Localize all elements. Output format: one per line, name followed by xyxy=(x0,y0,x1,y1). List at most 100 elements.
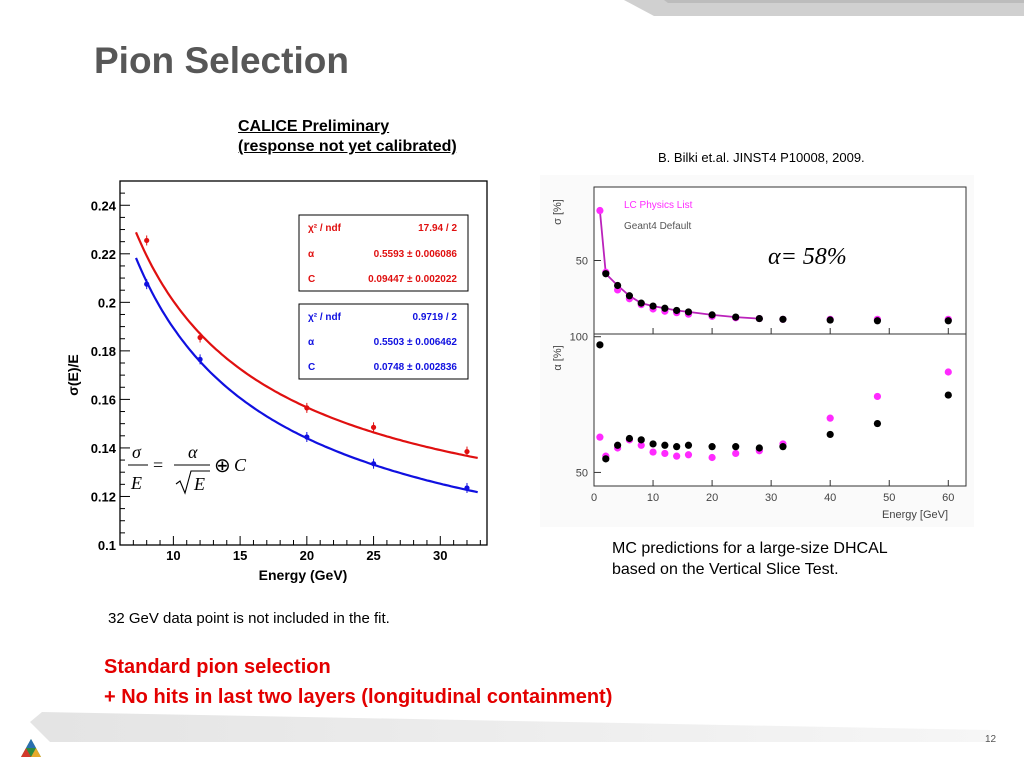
logo-icon xyxy=(21,739,41,757)
stats-red-row3-value: 0.09447 ± 0.002022 xyxy=(368,274,457,285)
sigma-point-geant4-default xyxy=(708,311,716,319)
data-point-blue xyxy=(370,461,377,467)
formula-oplus: ⊕ xyxy=(214,455,231,477)
sigma-point-geant4-default xyxy=(661,304,669,312)
y-tick-label: 0.22 xyxy=(91,247,116,262)
y-axis-label: σ(E)/E xyxy=(65,354,81,395)
calice-label: CALICE Preliminary (response not yet cal… xyxy=(238,117,457,157)
stats-red-row2-value: 0.5593 ± 0.006086 xyxy=(374,249,458,260)
sigma-point-geant4-default xyxy=(637,299,645,307)
alpha-point-lc-physics-list xyxy=(708,453,716,462)
footer-decoration xyxy=(30,712,990,742)
alpha-point-geant4-default xyxy=(684,441,693,449)
formula-c: C xyxy=(234,455,247,475)
data-points xyxy=(144,235,470,493)
calice-line-1: CALICE Preliminary xyxy=(238,118,390,135)
data-point-red xyxy=(304,405,310,411)
formula-e-denominator: E xyxy=(130,473,142,493)
mc-data-points xyxy=(596,206,952,463)
alpha-point-geant4-default xyxy=(779,443,787,451)
alpha-point-geant4-default xyxy=(732,443,740,451)
stats-box-red: χ² / ndf 17.94 / 2 α 0.5593 ± 0.006086 C… xyxy=(298,214,469,292)
y-tick-label: 0.2 xyxy=(98,295,116,310)
formula-alpha: α xyxy=(188,442,198,462)
x-tick-label: 30 xyxy=(433,548,447,563)
fit-note: 32 GeV data point is not included in the… xyxy=(108,610,390,627)
sigma-point-geant4-default xyxy=(732,313,740,321)
stats-blue-row1-label: χ² / ndf xyxy=(308,312,342,323)
formula-equals: = xyxy=(153,455,163,475)
axis-ticks: 10 15 20 25 30 0.1 0.12 0.14 0.16 0.18 0.2 0.22 0.24 xyxy=(91,180,481,563)
alpha-point-lc-physics-list xyxy=(684,451,693,459)
mc-x-tick-label: 20 xyxy=(706,492,718,504)
stats-box-blue: χ² / ndf 0.9719 / 2 α 0.5503 ± 0.006462 … xyxy=(298,303,469,380)
data-point-blue xyxy=(304,434,310,440)
sigma-point-geant4-default xyxy=(755,314,763,323)
page-number: 12 xyxy=(985,734,997,745)
data-point-blue xyxy=(197,356,203,362)
alpha-point-geant4-default xyxy=(944,391,952,399)
resolution-formula: σ E = α E ⊕ C xyxy=(128,442,247,495)
mc-x-tick-label: 30 xyxy=(765,492,777,504)
legend-geant4: Geant4 Default xyxy=(624,221,691,232)
mc-x-tick-label: 60 xyxy=(942,492,954,504)
legend-lc-physics: LC Physics List xyxy=(624,200,693,211)
selection-line-2: + No hits in last two layers (longitudin… xyxy=(104,686,613,708)
alpha-point-lc-physics-list xyxy=(732,449,740,458)
y-tick-label: 0.1 xyxy=(98,538,116,553)
reference-citation: B. Bilki et.al. JINST4 P10008, 2009. xyxy=(658,150,865,165)
y-tick-label: 0.18 xyxy=(91,344,116,359)
mc-x-tick-label: 0 xyxy=(591,492,597,504)
alpha-point-geant4-default xyxy=(826,430,834,439)
stats-red-row1-value: 17.94 / 2 xyxy=(418,223,457,234)
alpha-point-lc-physics-list xyxy=(826,414,834,422)
sqrt-symbol xyxy=(175,470,210,495)
data-point-blue xyxy=(144,281,150,287)
alpha-point-geant4-default xyxy=(873,419,882,428)
calice-line-2: (response not yet calibrated) xyxy=(238,138,457,155)
stats-blue-row1-value: 0.9719 / 2 xyxy=(413,312,458,323)
sigma-point-geant4-default xyxy=(779,315,787,323)
alpha-point-geant4-default xyxy=(596,341,604,349)
mc-x-tick-label: 10 xyxy=(647,492,659,504)
mc-axis-ticks: 0 10 20 30 40 50 60 50 50 100 xyxy=(570,256,955,505)
alpha-point-lc-physics-list xyxy=(649,448,657,456)
sigma-point-geant4-default xyxy=(649,302,657,310)
y-tick-label: 0.12 xyxy=(91,489,116,504)
stats-blue-row3-value: 0.0748 ± 0.002836 xyxy=(374,362,458,373)
alpha-point-lc-physics-list xyxy=(673,452,681,460)
data-point-red xyxy=(464,448,470,455)
mc-x-tick-label: 50 xyxy=(883,492,895,504)
mc-x-tick-label: 40 xyxy=(824,492,836,504)
sigma-point-geant4-default xyxy=(625,292,634,300)
y-tick-label: 0.24 xyxy=(91,198,117,213)
sigma-point-geant4-default xyxy=(614,281,622,290)
stats-red-row2-label: α xyxy=(308,249,315,260)
stats-blue-row3-label: C xyxy=(308,362,315,373)
energy-axis-label: Energy [GeV] xyxy=(882,509,948,521)
sigma-y-tick-label: 50 xyxy=(576,256,588,268)
sigma-point-geant4-default xyxy=(673,306,681,315)
sigma-point-geant4-default xyxy=(944,317,952,325)
sigma-axis-label: σ [%] xyxy=(552,199,564,225)
sigma-point-lc-physics-list xyxy=(596,206,604,215)
header-decoration xyxy=(624,0,1024,16)
formula-sigma: σ xyxy=(132,442,142,462)
stats-blue-row2-value: 0.5503 ± 0.006462 xyxy=(374,337,458,348)
alpha-panel-frame xyxy=(593,333,967,487)
page-title: Pion Selection xyxy=(94,40,349,81)
alpha-point-geant4-default xyxy=(637,436,645,444)
x-tick-label: 15 xyxy=(233,548,247,563)
mc-note-line-2: based on the Vertical Slice Test. xyxy=(612,561,839,578)
alpha-point-geant4-default xyxy=(649,440,657,448)
x-tick-label: 25 xyxy=(366,548,380,563)
alpha-point-geant4-default xyxy=(661,441,669,449)
stats-blue-row2-label: α xyxy=(308,337,315,348)
alpha-annotation: α= 58% xyxy=(768,244,847,270)
data-point-blue xyxy=(464,485,470,491)
alpha-point-geant4-default xyxy=(614,441,622,449)
sigma-point-geant4-default xyxy=(826,316,834,324)
y-tick-label: 0.16 xyxy=(91,392,116,407)
